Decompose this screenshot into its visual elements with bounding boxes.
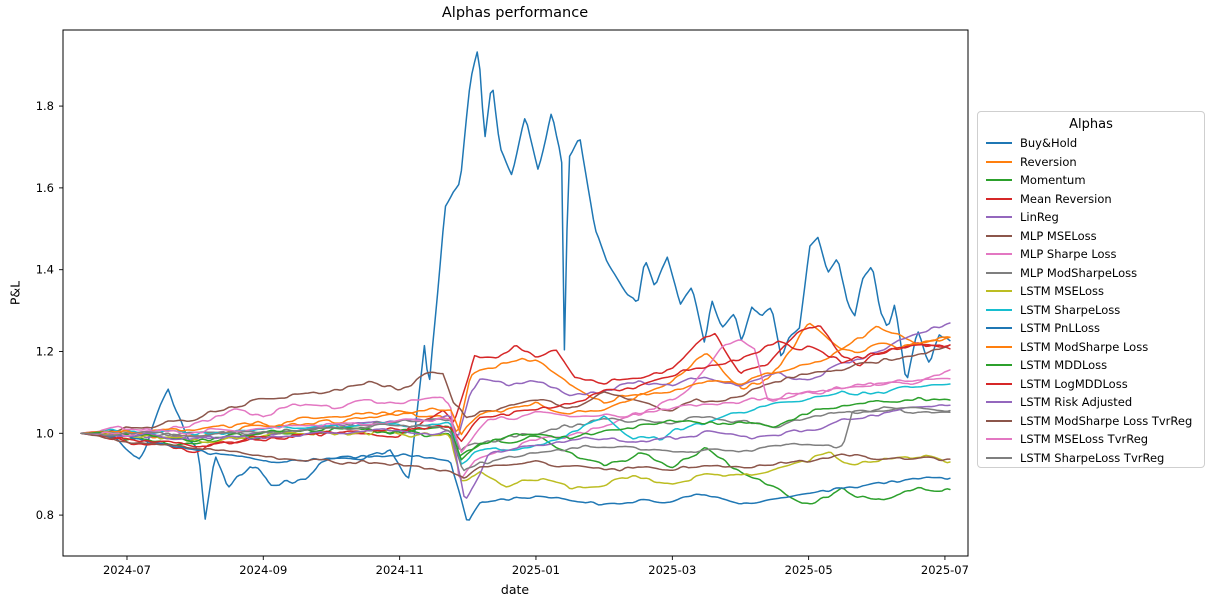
- legend-item: Reversion: [986, 153, 1196, 172]
- series-line-lstm-modsharpe-loss: [80, 336, 951, 436]
- legend-line-swatch: [986, 160, 1012, 163]
- x-tick-label: 2024-07: [103, 563, 151, 577]
- legend-item: LSTM SharpeLoss TvrReg: [986, 449, 1196, 468]
- x-tick-label: 2024-09: [239, 563, 287, 577]
- series-line-lstm-modsharpe-loss-tvrreg: [80, 432, 951, 479]
- legend-item: LSTM MDDLoss: [986, 356, 1196, 375]
- x-tick-label: 2025-01: [512, 563, 560, 577]
- legend-label: MLP Sharpe Loss: [1020, 247, 1117, 262]
- legend-item: MLP Sharpe Loss: [986, 245, 1196, 264]
- y-tick-label: 1.2: [36, 344, 54, 358]
- legend-line-swatch: [986, 290, 1012, 293]
- chart-title: Alphas performance: [441, 5, 589, 21]
- legend-item: LSTM ModSharpe Loss: [986, 338, 1196, 357]
- x-tick-label: 2024-11: [376, 563, 424, 577]
- legend: Alphas Buy&Hold Reversion Momentum Mean Rev…: [977, 111, 1205, 468]
- legend-label: MLP ModSharpeLoss: [1020, 265, 1138, 280]
- legend-line-swatch: [986, 438, 1012, 441]
- y-tick-label: 1.6: [36, 181, 54, 195]
- y-axis-label: P&L: [7, 280, 23, 306]
- legend-item: Mean Reversion: [986, 190, 1196, 209]
- legend-item: MLP MSELoss: [986, 227, 1196, 246]
- x-tick-label: 2025-05: [785, 563, 833, 577]
- legend-label: MLP MSELoss: [1020, 228, 1097, 243]
- legend-label: LSTM SharpeLoss: [1020, 302, 1121, 317]
- legend-label: LinReg: [1020, 210, 1059, 225]
- legend-item: MLP ModSharpeLoss: [986, 264, 1196, 283]
- series-line-lstm-sharpeloss: [80, 383, 951, 465]
- x-axis-label: date: [500, 582, 530, 597]
- series-line-mlp-mseloss: [80, 344, 951, 435]
- legend-item: Buy&Hold: [986, 134, 1196, 153]
- legend-line-swatch: [986, 142, 1012, 145]
- legend-item: LinReg: [986, 208, 1196, 227]
- legend-label: LSTM ModSharpe Loss: [1020, 339, 1149, 354]
- legend-line-swatch: [986, 327, 1012, 330]
- series-line-reversion: [80, 322, 951, 440]
- legend-item: LSTM PnLLoss: [986, 319, 1196, 338]
- legend-label: LSTM MSELoss TvrReg: [1020, 432, 1149, 447]
- legend-items: Buy&Hold Reversion Momentum Mean Reversion L…: [986, 134, 1196, 467]
- legend-item: LSTM LogMDDLoss: [986, 375, 1196, 394]
- legend-item: LSTM ModSharpe Loss TvrReg: [986, 412, 1196, 431]
- legend-label: LSTM ModSharpe Loss TvrReg: [1020, 413, 1193, 428]
- legend-label: LSTM PnLLoss: [1020, 321, 1100, 336]
- series-line-lstm-mseloss-tvrreg: [80, 377, 951, 454]
- legend-label: LSTM MSELoss: [1020, 284, 1105, 299]
- legend-line-swatch: [986, 253, 1012, 256]
- legend-label: LSTM SharpeLoss TvrReg: [1020, 450, 1165, 465]
- legend-item: LSTM MSELoss: [986, 282, 1196, 301]
- legend-label: LSTM MDDLoss: [1020, 358, 1108, 373]
- y-tick-label: 1.0: [36, 426, 54, 440]
- legend-item: LSTM SharpeLoss: [986, 301, 1196, 320]
- legend-label: Buy&Hold: [1020, 136, 1078, 151]
- y-tick-label: 0.8: [36, 508, 54, 522]
- series-line-linreg: [80, 322, 951, 440]
- legend-item: LSTM Risk Adjusted: [986, 393, 1196, 412]
- legend-item: Momentum: [986, 171, 1196, 190]
- legend-label: LSTM LogMDDLoss: [1020, 376, 1128, 391]
- series-line-lstm-sharpeloss-tvrreg: [80, 406, 951, 472]
- y-tick-label: 1.4: [36, 263, 54, 277]
- series-lines: [80, 51, 951, 521]
- legend-line-swatch: [986, 456, 1012, 459]
- x-tick-label: 2025-03: [648, 563, 696, 577]
- series-line-buy-hold: [80, 51, 951, 520]
- legend-line-swatch: [986, 216, 1012, 219]
- legend-line-swatch: [986, 271, 1012, 274]
- legend-label: Mean Reversion: [1020, 191, 1112, 206]
- series-line-lstm-pnlloss: [80, 432, 951, 521]
- legend-label: LSTM Risk Adjusted: [1020, 395, 1133, 410]
- legend-line-swatch: [986, 179, 1012, 182]
- y-tick-label: 1.8: [36, 99, 54, 113]
- legend-line-swatch: [986, 308, 1012, 311]
- legend-line-swatch: [986, 364, 1012, 367]
- plot-frame: [62, 29, 969, 557]
- x-tick-label: 2025-07: [921, 563, 969, 577]
- legend-item: LSTM MSELoss TvrReg: [986, 430, 1196, 449]
- legend-line-swatch: [986, 401, 1012, 404]
- series-line-lstm-logmddloss: [80, 340, 951, 448]
- series-line-lstm-risk-adjusted: [80, 404, 951, 499]
- legend-label: Momentum: [1020, 173, 1086, 188]
- legend-line-swatch: [986, 345, 1012, 348]
- legend-label: Reversion: [1020, 154, 1077, 169]
- legend-line-swatch: [986, 234, 1012, 237]
- legend-line-swatch: [986, 197, 1012, 200]
- legend-line-swatch: [986, 419, 1012, 422]
- legend-line-swatch: [986, 382, 1012, 385]
- legend-title: Alphas: [1069, 117, 1113, 132]
